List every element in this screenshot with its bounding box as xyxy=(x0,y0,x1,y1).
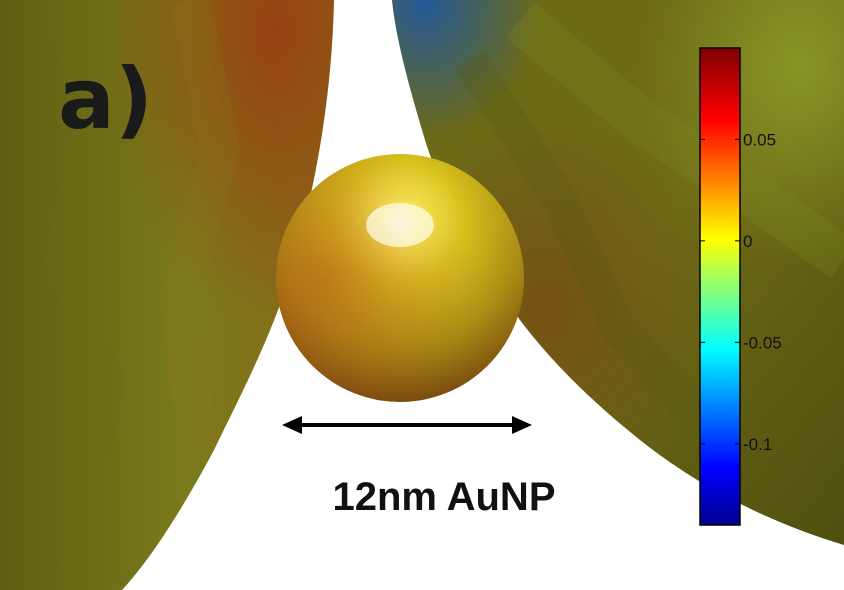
caption-label: 12nm AuNP xyxy=(332,475,555,519)
colorbar-tick-label: 0.05 xyxy=(743,130,776,149)
double-headed-arrow xyxy=(282,416,532,434)
colorbar-tick-label: -0.05 xyxy=(743,333,782,352)
colorbar-gradient xyxy=(700,48,740,525)
panel-label: a) xyxy=(58,50,153,148)
colorbar: 0.05 0 -0.05 -0.1 xyxy=(699,47,782,526)
gold-nanoparticle xyxy=(276,154,524,402)
colorbar-tick-label: 0 xyxy=(743,232,752,251)
colorbar-ticks: 0.05 0 -0.05 -0.1 xyxy=(700,130,782,454)
colorbar-tick-label: -0.1 xyxy=(743,435,772,454)
colorbar-frame xyxy=(699,47,741,526)
